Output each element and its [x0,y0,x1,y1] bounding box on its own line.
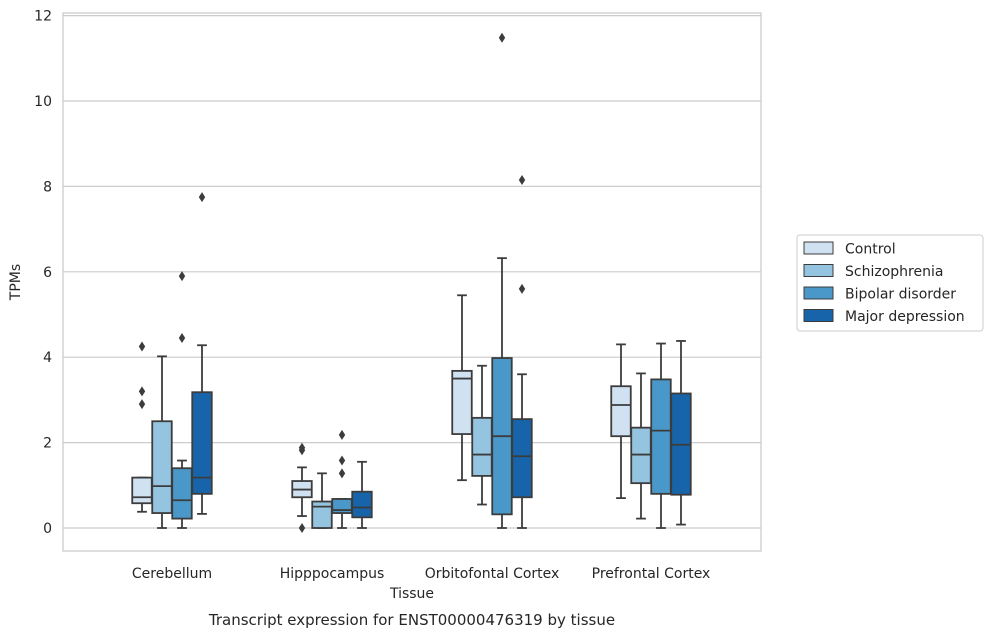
plot-frame [62,12,762,552]
outlier-point [338,429,346,440]
box-iqr [451,369,473,435]
box-iqr [471,416,493,477]
box-control [291,442,313,533]
box-iqr [151,420,173,514]
outlier-point [498,32,506,43]
x-tick-label: Hipppocampus [280,566,385,582]
y-tick-label: 10 [34,94,52,110]
legend-swatch [803,241,834,255]
legend-entry: Major depression [845,309,965,325]
box-iqr [171,467,193,520]
outlier-point [518,174,526,185]
legend: Control Schizophrenia Bipolar disorder Majo… [796,234,984,332]
legend-entry: Schizophrenia [845,264,943,280]
box-major-depression [351,460,373,529]
box-plots [131,32,692,533]
outlier-point [138,399,146,410]
y-tick-label: 6 [43,265,52,281]
outlier-point [518,283,526,294]
box-bipolar-disorder [650,342,672,529]
legend-entry: Bipolar disorder [845,287,956,303]
box-major-depression [191,192,213,515]
box-iqr [131,476,153,505]
outlier-point [138,386,146,397]
x-tick-label: Orbitofontal Cortex [425,566,560,582]
legend-swatch [803,264,834,277]
x-tick-label: Prefrontal Cortex [592,566,711,582]
legend-swatch [803,286,834,300]
x-tick-label: Cerebellum [132,566,212,582]
box-control [451,294,473,482]
box-iqr [311,500,333,529]
outlier-point [178,271,186,282]
y-tick-label: 0 [43,521,52,537]
y-axis-label: TPMs [8,264,24,301]
outlier-point [298,442,306,453]
box-iqr [610,385,632,438]
outlier-point [178,332,186,343]
y-tick-label: 2 [43,436,52,452]
outlier-point [338,455,346,466]
legend-swatch [803,309,834,322]
chart-caption: Transcript expression for ENST0000047631… [208,611,615,629]
y-tick-labels: 0 2 4 6 8 10 12 [34,9,52,537]
box-major-depression [511,174,533,529]
y-tick-label: 4 [43,350,52,366]
box-iqr [351,490,373,519]
outlier-point [138,341,146,352]
outlier-point [298,523,306,533]
box-control [131,341,153,513]
y-tick-label: 12 [34,9,52,25]
box-schizophrenia [151,355,173,529]
x-axis-label: Tissue [389,586,434,602]
box-control [610,343,632,500]
box-iqr [650,378,672,495]
y-tick-label: 8 [43,179,52,195]
box-schizophrenia [311,472,333,529]
x-tick-labels: Cerebellum Hipppocampus Orbitofontal Corte… [132,566,710,582]
outlier-point [338,468,346,479]
box-iqr [511,418,533,499]
box-iqr [191,391,213,495]
box-major-depression [670,340,692,526]
box-schizophrenia [630,372,652,520]
legend-entry: Control [845,242,896,258]
legend-frame [796,234,984,332]
outlier-point [198,192,206,203]
